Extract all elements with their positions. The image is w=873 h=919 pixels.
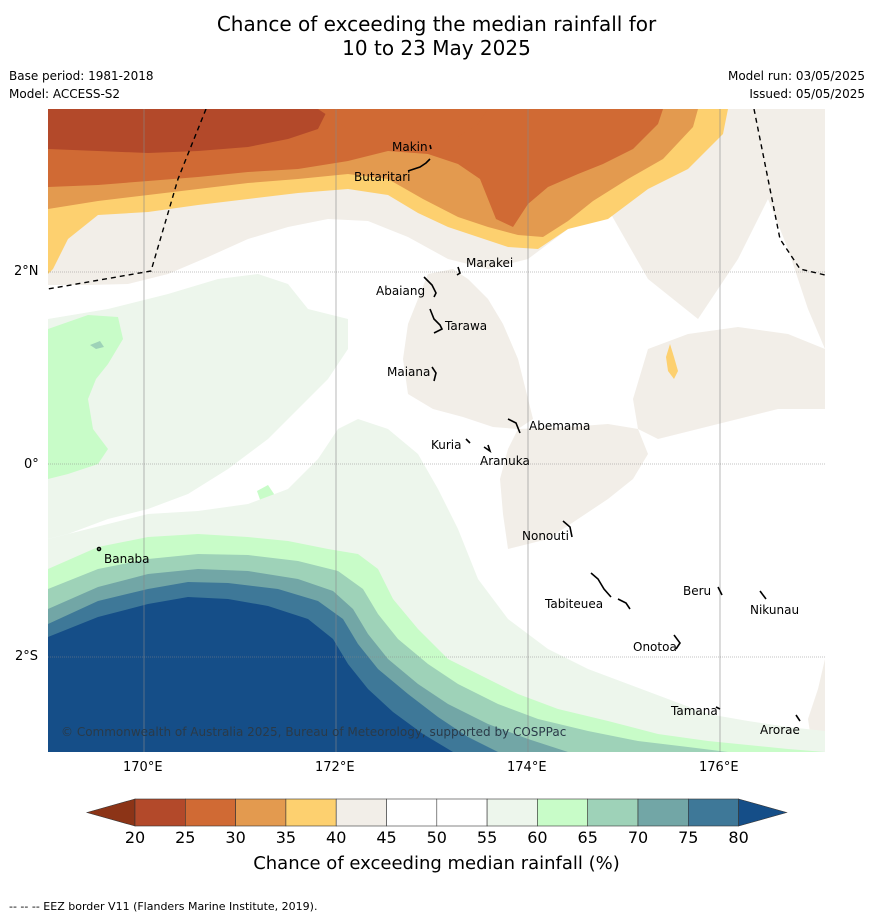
- meta-right: Model run: 03/05/2025 Issued: 05/05/2025: [728, 67, 865, 103]
- colorbar-tick-label: 65: [578, 828, 598, 847]
- colorbar-segment: [185, 798, 236, 827]
- colorbar: 20 25 30 35 40 45 50 55 60 65 70 75 80: [85, 798, 788, 847]
- colorbar-segment: [687, 798, 739, 827]
- band-40-45-south-central: [500, 424, 648, 549]
- label-tamana: Tamana: [670, 704, 718, 718]
- band-80-plus: [48, 597, 453, 752]
- lat-label-0: 0°: [24, 457, 39, 472]
- colorbar-extend-low: [85, 798, 136, 827]
- colorbar-ticks: 20 25 30 35 40 45 50 55 60 65 70 75 80: [125, 828, 749, 847]
- colorbar-tick-label: 20: [125, 828, 145, 847]
- model-run: Model run: 03/05/2025: [727, 69, 865, 83]
- eez-border: [48, 109, 825, 290]
- label-banaba: Banaba: [104, 552, 150, 566]
- label-tabiteuea: Tabiteuea: [544, 597, 603, 611]
- label-aranuka: Aranuka: [480, 454, 530, 468]
- title-line-2: 10 to 23 May 2025: [342, 36, 531, 60]
- chart-title: Chance of exceeding the median rainfall …: [0, 12, 873, 60]
- colorbar-tick-label: 80: [728, 828, 748, 847]
- band-65-70-spot: [90, 341, 104, 349]
- colorbar-segment: [235, 798, 287, 827]
- copyright-notice: © Commonwealth of Australia 2025, Bureau…: [61, 725, 566, 739]
- lon-label-176: 176°E: [699, 760, 739, 775]
- label-nikunau: Nikunau: [750, 603, 799, 617]
- colorbar-segment: [285, 798, 337, 827]
- lon-label-172: 172°E: [315, 760, 355, 775]
- band-35-40-east-spot: [666, 344, 678, 379]
- label-butaritari: Butaritari: [354, 170, 411, 184]
- label-makin: Makin: [392, 140, 428, 154]
- colorbar-extend-high: [738, 798, 788, 827]
- eez-note: -- -- -- EEZ border V11 (Flanders Marine…: [9, 900, 318, 913]
- label-marakei: Marakei: [466, 256, 513, 270]
- colorbar-segment: [335, 798, 387, 827]
- band-40-45-central: [403, 269, 533, 429]
- band-40-45-east: [633, 327, 825, 439]
- label-nonouti: Nonouti: [522, 529, 569, 543]
- colorbar-tick-label: 45: [376, 828, 396, 847]
- meta-left: Base period: 1981-2018 Model: ACCESS-S2: [9, 67, 154, 103]
- label-kuria: Kuria: [431, 438, 462, 452]
- colorbar-tick-label: 55: [477, 828, 497, 847]
- grid-lines: [48, 109, 825, 752]
- issued-date: Issued: 05/05/2025: [749, 87, 865, 101]
- colorbar-segment: [134, 798, 186, 827]
- colorbar-segment: [486, 798, 538, 827]
- label-beru: Beru: [683, 584, 711, 598]
- lon-label-174: 174°E: [507, 760, 547, 775]
- band-20-25: [48, 109, 328, 153]
- label-maiana: Maiana: [387, 365, 430, 379]
- colorbar-tick-label: 30: [225, 828, 245, 847]
- colorbar-tick-label: 25: [175, 828, 195, 847]
- colorbar-tick-label: 50: [427, 828, 447, 847]
- colorbar-title: Chance of exceeding median rainfall (%): [253, 853, 620, 874]
- colorbar-tick-label: 70: [628, 828, 648, 847]
- colorbar-tick-label: 60: [527, 828, 547, 847]
- model-name: Model: ACCESS-S2: [9, 87, 121, 101]
- label-arorae: Arorae: [760, 723, 800, 737]
- label-abemama: Abemama: [529, 419, 590, 433]
- lat-label-2s: 2°S: [15, 649, 39, 664]
- lat-label-2n: 2°N: [14, 264, 39, 279]
- colorbar-segments: [85, 798, 788, 827]
- colorbar-tick-label: 40: [326, 828, 346, 847]
- title-line-1: Chance of exceeding the median rainfall …: [216, 12, 657, 36]
- colorbar-segment: [637, 798, 689, 827]
- colorbar-segment: [537, 798, 588, 827]
- label-tarawa: Tarawa: [444, 319, 487, 333]
- band-40-45-se-corner: [808, 659, 825, 752]
- colorbar-tick-label: 75: [678, 828, 698, 847]
- label-onotoa: Onotoa: [633, 640, 677, 654]
- colorbar-segment: [587, 798, 639, 827]
- lon-label-170: 170°E: [123, 760, 163, 775]
- base-period: Base period: 1981-2018: [9, 69, 154, 83]
- colorbar-tick-label: 35: [276, 828, 296, 847]
- place-labels: Makin Butaritari Marakei Abaiang Tarawa …: [104, 140, 800, 737]
- rainfall-map: Makin Butaritari Marakei Abaiang Tarawa …: [48, 109, 825, 752]
- colorbar-segment: [386, 798, 438, 827]
- band-25-30-patch: [318, 109, 488, 139]
- band-60-65-west: [48, 315, 123, 479]
- island-outlines: [96, 144, 801, 722]
- label-abaiang: Abaiang: [376, 284, 425, 298]
- band-55-60-west: [48, 274, 348, 539]
- colorbar-segment: [436, 798, 488, 827]
